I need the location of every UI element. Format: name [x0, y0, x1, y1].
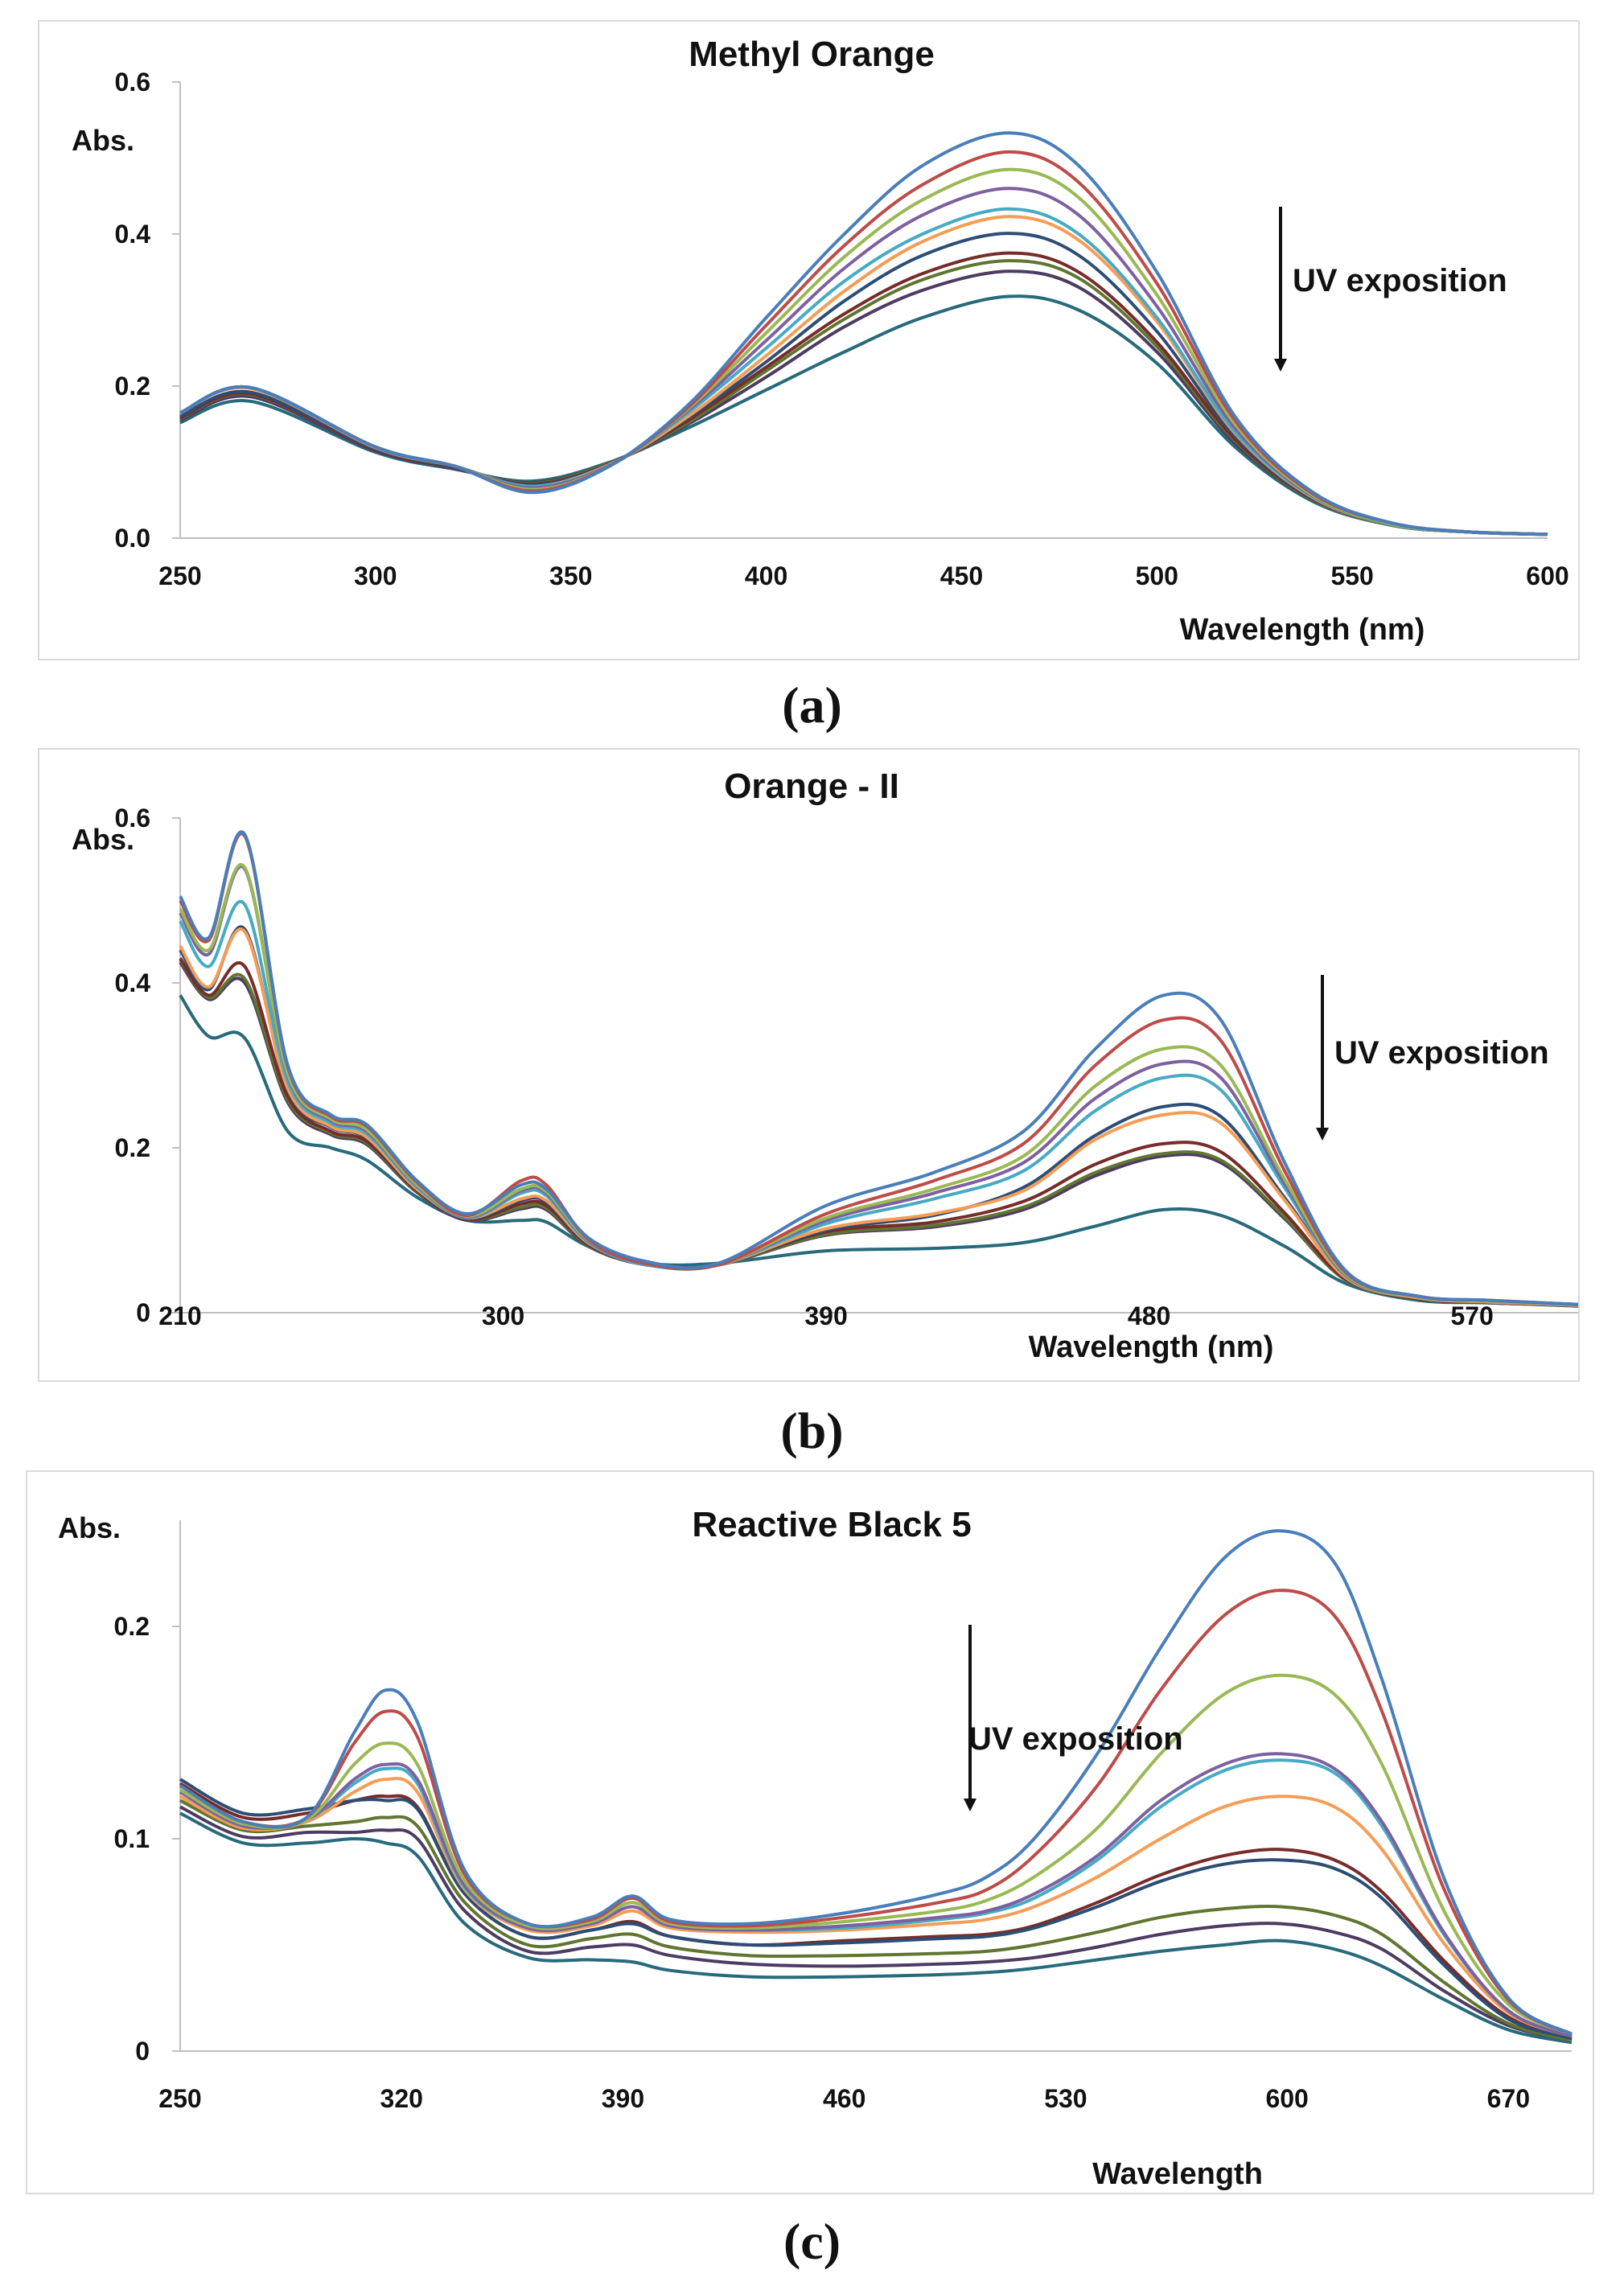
chart-panel-b: 0 0.2 0.4 0.6 210 300 390 480 570 Orange - II Abs.…	[38, 748, 1581, 1382]
x-tick-label: 300	[354, 561, 397, 590]
x-tick-label: 320	[380, 2084, 423, 2113]
x-tick-label: 600	[1526, 561, 1568, 590]
y-tick-label: 0	[136, 1298, 150, 1327]
chart-title: Reactive Black 5	[692, 1505, 971, 1544]
y-tick-label: 0.2	[114, 1612, 150, 1641]
y-axis-label: Abs.	[58, 1511, 121, 1544]
caption-c-label: (c)	[783, 2213, 841, 2270]
chart-methyl-orange: 0.0 0.2 0.4 0.6 250 300 350 400 450 500 550 600 Meth…	[72, 35, 1569, 647]
chart-panel-a: 0.0 0.2 0.4 0.6 250 300 350 400 450 500 550 600 Meth…	[38, 20, 1580, 660]
series-line-t6	[179, 1778, 1573, 2041]
caption-b: (b)	[0, 1401, 1624, 1461]
x-tick-label: 570	[1450, 1301, 1493, 1330]
series-line-t10	[179, 1811, 1573, 2045]
y-tick-label: 0	[135, 2037, 150, 2066]
series-line-t7	[179, 1782, 1573, 2041]
series-line-t0	[179, 131, 1548, 537]
chart-orange-ii: 0 0.2 0.4 0.6 210 300 390 480 570 Orange - II Abs.…	[72, 767, 1581, 1364]
x-tick-label: 600	[1265, 2084, 1308, 2113]
uv-exposition-label: UV exposition	[1293, 263, 1507, 298]
x-tick-label: 550	[1330, 561, 1373, 590]
y-tick-label: 0.4	[115, 220, 151, 249]
x-tick-label: 210	[158, 1301, 201, 1330]
series-line-t4	[179, 207, 1548, 537]
y-tick-label: 0.4	[115, 968, 151, 997]
x-tick-label: 250	[158, 2084, 201, 2113]
series-line-t5	[179, 1777, 1573, 2038]
series-line-t9	[179, 961, 1581, 1307]
x-tick-label: 390	[804, 1301, 847, 1330]
down-arrow-icon	[1274, 359, 1287, 372]
series-line-t2	[179, 1673, 1573, 2036]
y-tick-label: 0.2	[115, 372, 150, 401]
uv-exposition-label: UV exposition	[968, 1721, 1183, 1757]
caption-a-label: (a)	[782, 676, 842, 734]
y-tick-label: 0.6	[115, 804, 150, 833]
x-tick-label: 500	[1136, 561, 1178, 590]
series-line-t2	[179, 863, 1581, 1306]
down-arrow-icon	[964, 1799, 976, 1811]
x-axis-label: Wavelength (nm)	[1180, 613, 1425, 647]
series-line-t10	[179, 294, 1548, 537]
y-tick-label: 0.2	[115, 1133, 150, 1162]
x-tick-label: 460	[823, 2084, 865, 2113]
series-line-t3	[179, 1752, 1573, 2038]
series-line-t2	[179, 167, 1548, 537]
series-line-t4	[179, 1758, 1573, 2038]
y-tick-label: 0.6	[115, 68, 150, 97]
x-tick-label: 250	[158, 561, 201, 590]
series-line-t3	[179, 865, 1581, 1306]
x-tick-label: 350	[549, 561, 592, 590]
chart-title: Orange - II	[724, 767, 899, 806]
series-line-t4	[179, 900, 1581, 1306]
x-tick-label: 390	[602, 2084, 644, 2113]
series-line-t0	[179, 830, 1581, 1306]
series-line-t9	[179, 1805, 1573, 2042]
series-line-t0	[179, 1529, 1573, 2036]
chart-reactive-black-5: 0 0.1 0.2 250 320 390 460 530 600 670 Reactive Bla…	[58, 1505, 1573, 2191]
x-tick-label: 530	[1044, 2084, 1087, 2113]
x-tick-label: 480	[1128, 1301, 1170, 1330]
y-axis-label: Abs.	[72, 124, 134, 157]
series-line-t1	[179, 1589, 1573, 2036]
uv-exposition-label: UV exposition	[1334, 1035, 1549, 1071]
y-tick-label: 0.0	[115, 524, 150, 553]
x-tick-label: 450	[940, 561, 983, 590]
series-line-t8	[179, 959, 1581, 1307]
series-line-t8	[179, 1799, 1573, 2042]
y-axis-label: Abs.	[72, 823, 134, 856]
x-tick-label: 400	[745, 561, 787, 590]
series-line-t9	[179, 269, 1548, 537]
chart-panel-c: 0 0.1 0.2 250 320 390 460 530 600 670 Reactive Bla…	[26, 1470, 1594, 2194]
x-tick-label: 300	[482, 1301, 524, 1330]
caption-b-label: (b)	[780, 1402, 844, 1459]
series-line-t7	[179, 957, 1581, 1307]
x-axis-label: Wavelength (nm)	[1029, 1330, 1274, 1364]
caption-a: (a)	[0, 676, 1624, 735]
caption-c: (c)	[0, 2212, 1624, 2271]
chart-title: Methyl Orange	[689, 35, 935, 74]
x-tick-label: 670	[1487, 2084, 1530, 2113]
y-tick-label: 0.1	[114, 1824, 150, 1853]
x-axis-label: Wavelength	[1092, 2157, 1263, 2191]
down-arrow-icon	[1316, 1128, 1329, 1141]
